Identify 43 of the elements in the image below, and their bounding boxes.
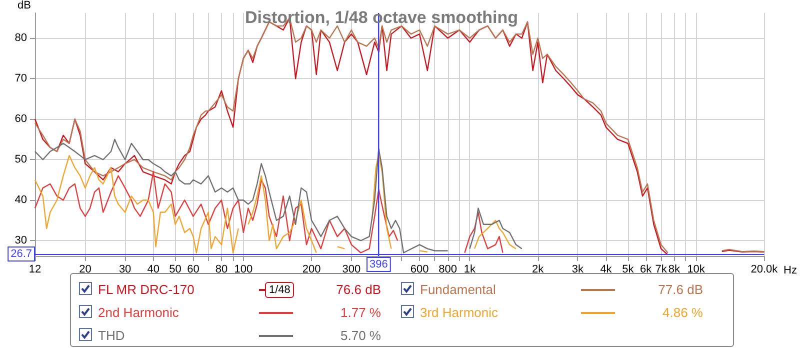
x-tick-label: 5k — [622, 264, 634, 276]
x-tick-label: 20.0k — [750, 264, 778, 276]
x-tick-label: 10k — [687, 264, 706, 276]
x-tick-label: 200 — [302, 264, 321, 276]
x-tick-label: 7k — [655, 264, 668, 276]
y-axis-title: dB — [18, 0, 31, 12]
x-tick-label: 12 — [28, 264, 42, 276]
text: 76.6 dB — [335, 280, 381, 298]
text: 4.86 % — [662, 304, 703, 321]
x-tick-label: 60 — [187, 264, 200, 276]
x-tick-label: 20 — [79, 264, 92, 276]
x-tick-label: 3k — [572, 264, 584, 276]
x-tick-label: 30 — [118, 264, 132, 276]
text: 1.77 % — [340, 304, 381, 321]
text: 2nd Harmonic — [98, 304, 179, 321]
text: FL MR DRC-170 — [98, 280, 194, 298]
x-tick-label: 1k — [464, 264, 476, 276]
x-tick-label: 6k — [640, 264, 652, 276]
x-tick-label: 80 — [215, 264, 228, 276]
x-tick-label: 800 — [438, 264, 457, 276]
x-tick-label: 4k — [600, 264, 612, 276]
text: Fundamental — [420, 280, 496, 298]
y-tick-label: 50 — [14, 154, 27, 166]
text: 5.70 % — [340, 326, 381, 344]
text: 1/48 — [265, 282, 294, 298]
ref-line-label: 396 — [370, 258, 388, 270]
text: 3rd Harmonic — [420, 304, 498, 321]
x-tick-label: 300 — [342, 264, 361, 276]
x-tick-label: 100 — [234, 264, 253, 276]
x-tick-label: 8k — [668, 264, 680, 276]
y-tick-label: 60 — [14, 113, 27, 126]
x-tick-label: 2k — [532, 264, 544, 276]
text: 77.6 dB — [657, 280, 703, 298]
x-tick-label: 600 — [410, 264, 429, 276]
x-tick-label: 50 — [169, 264, 182, 276]
y-tick-label: 40 — [14, 194, 27, 206]
ref-line-label: 26.7 — [10, 248, 32, 260]
y-tick-label: 80 — [14, 32, 27, 44]
x-tick-label: 40 — [147, 264, 160, 276]
y-tick-label: 70 — [14, 72, 27, 85]
text: THD — [98, 326, 125, 344]
x-axis-title: Hz — [784, 264, 798, 276]
y-tick-label: 30 — [14, 234, 27, 247]
